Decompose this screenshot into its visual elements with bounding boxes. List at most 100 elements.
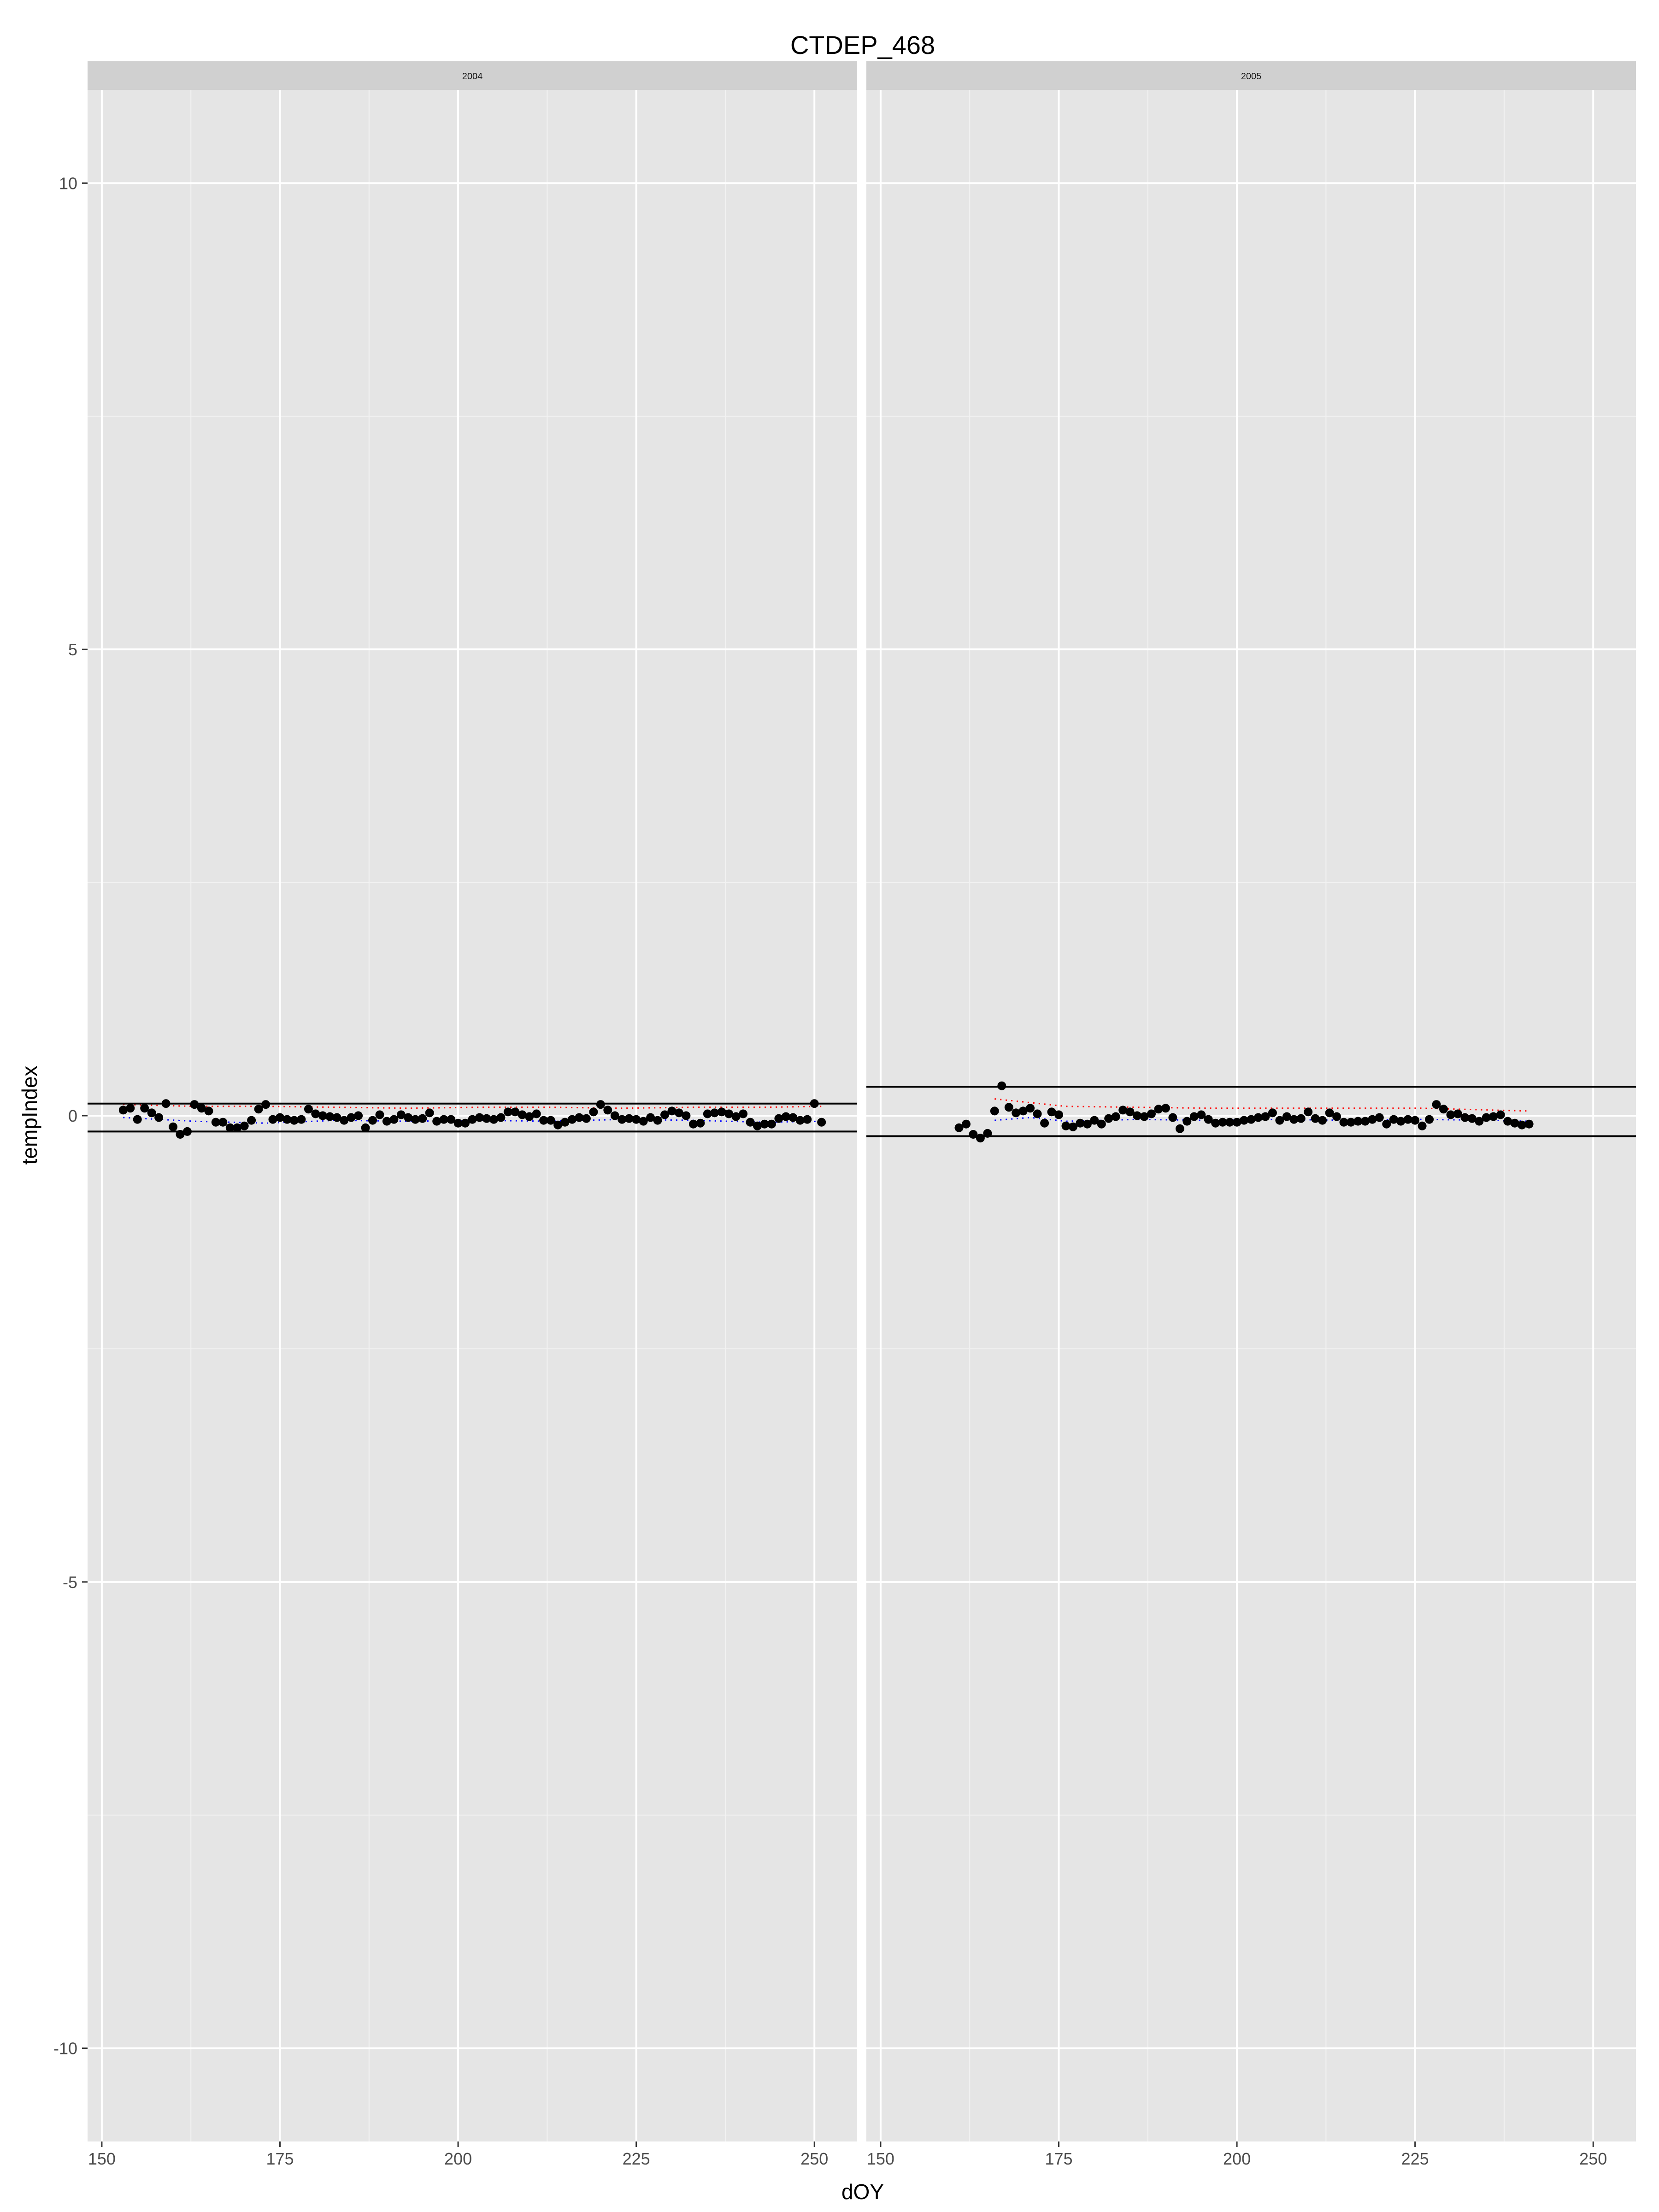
data-point xyxy=(997,1081,1006,1090)
data-point xyxy=(667,1106,677,1116)
data-point xyxy=(1347,1118,1355,1127)
data-point xyxy=(582,1114,591,1123)
panel-strip xyxy=(866,61,1636,90)
data-point xyxy=(240,1121,249,1130)
data-point xyxy=(546,1116,555,1125)
y-axis-label: tempIndex xyxy=(18,1066,41,1165)
data-point xyxy=(1318,1116,1327,1125)
data-point xyxy=(247,1116,256,1125)
data-point xyxy=(169,1122,178,1131)
data-point xyxy=(1125,1107,1135,1117)
data-point xyxy=(1175,1124,1184,1133)
data-point xyxy=(396,1110,406,1119)
data-point xyxy=(1247,1115,1256,1124)
data-point xyxy=(969,1130,978,1139)
data-point xyxy=(439,1115,448,1124)
data-point xyxy=(347,1113,356,1122)
data-point xyxy=(1432,1100,1441,1109)
data-point xyxy=(1475,1117,1484,1126)
data-point xyxy=(639,1117,648,1126)
x-tick-label: 225 xyxy=(623,2149,650,2168)
data-point xyxy=(518,1110,527,1119)
data-point xyxy=(624,1114,634,1123)
x-tick-label: 175 xyxy=(266,2149,294,2168)
data-point xyxy=(404,1113,413,1122)
x-tick-label: 225 xyxy=(1401,2149,1429,2168)
data-point xyxy=(795,1116,805,1125)
panel-2005: 2005 xyxy=(866,61,1636,2141)
chart-title: CTDEP_468 xyxy=(790,30,935,59)
x-axis-label: dOY xyxy=(841,2180,884,2204)
data-point xyxy=(496,1113,506,1122)
data-point xyxy=(176,1130,185,1139)
data-point xyxy=(204,1106,213,1116)
data-point xyxy=(1004,1103,1013,1112)
data-point xyxy=(1254,1113,1263,1122)
data-point xyxy=(1453,1109,1462,1118)
data-point xyxy=(1403,1115,1412,1124)
x-tick-label: 200 xyxy=(1223,2149,1251,2168)
data-point xyxy=(1061,1121,1071,1130)
data-point xyxy=(340,1116,349,1125)
data-point xyxy=(1047,1107,1056,1117)
panel-strip-label: 2004 xyxy=(462,71,483,82)
x-tick-label: 150 xyxy=(867,2149,894,2168)
data-point xyxy=(1296,1114,1306,1123)
data-point xyxy=(1140,1112,1149,1121)
x-axis: 150 175 200 225 250 150 175 200 225 250 xyxy=(88,2141,1607,2168)
data-point xyxy=(1261,1112,1270,1121)
data-point xyxy=(560,1118,570,1127)
data-point xyxy=(1104,1114,1113,1123)
data-point xyxy=(739,1109,748,1118)
y-tick-label: -5 xyxy=(63,1573,77,1592)
data-point xyxy=(1418,1121,1427,1130)
data-point xyxy=(126,1104,135,1113)
data-point xyxy=(724,1109,734,1118)
data-point xyxy=(674,1108,683,1118)
data-point xyxy=(354,1111,363,1120)
data-point xyxy=(1510,1118,1519,1128)
data-point xyxy=(268,1115,277,1124)
data-point xyxy=(1375,1113,1384,1122)
data-point xyxy=(1460,1113,1470,1122)
data-point xyxy=(1225,1118,1235,1127)
data-point xyxy=(311,1109,320,1118)
data-point xyxy=(1360,1117,1370,1126)
data-point xyxy=(1076,1118,1085,1128)
data-point xyxy=(197,1104,206,1113)
x-tick-label: 250 xyxy=(1579,2149,1607,2168)
data-point xyxy=(717,1107,726,1117)
x-tick-label: 250 xyxy=(800,2149,828,2168)
y-tick-label: 0 xyxy=(68,1106,77,1125)
y-tick-label: -10 xyxy=(53,2039,77,2058)
data-point xyxy=(318,1111,327,1120)
data-point xyxy=(746,1118,755,1127)
data-point xyxy=(1026,1104,1035,1113)
data-point xyxy=(1068,1122,1077,1131)
data-point xyxy=(660,1110,669,1119)
data-point xyxy=(1232,1118,1241,1127)
data-point xyxy=(325,1112,335,1121)
x-tick-label: 150 xyxy=(88,2149,116,2168)
data-point xyxy=(1389,1115,1398,1124)
x-tick-label: 175 xyxy=(1045,2149,1072,2168)
data-point xyxy=(218,1118,228,1127)
data-point xyxy=(1189,1112,1199,1121)
data-point xyxy=(1489,1112,1498,1121)
data-point xyxy=(1097,1119,1106,1129)
data-point xyxy=(489,1115,498,1124)
data-point xyxy=(1033,1109,1042,1118)
data-point xyxy=(1168,1113,1177,1122)
panel-strip xyxy=(88,61,857,90)
data-point xyxy=(1325,1108,1334,1118)
data-point xyxy=(1012,1108,1021,1118)
data-point xyxy=(1182,1117,1192,1126)
data-point xyxy=(511,1107,520,1117)
data-point xyxy=(233,1123,242,1132)
data-point xyxy=(361,1123,370,1132)
data-point xyxy=(696,1118,705,1128)
data-point xyxy=(432,1117,441,1126)
data-point xyxy=(411,1115,420,1124)
data-point xyxy=(332,1113,341,1122)
